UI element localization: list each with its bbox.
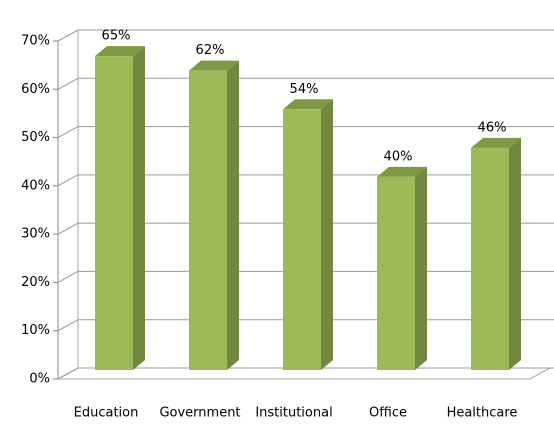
bar-top bbox=[471, 137, 521, 148]
x-tick-label: Education bbox=[74, 406, 139, 421]
bar-side bbox=[509, 137, 521, 370]
bar bbox=[189, 70, 227, 370]
grid-line bbox=[57, 29, 554, 42]
bar bbox=[95, 56, 133, 371]
x-tick-label: Institutional bbox=[255, 406, 332, 421]
bar bbox=[377, 176, 415, 370]
y-tick-label: 10% bbox=[21, 323, 50, 338]
x-tick-label: Office bbox=[369, 406, 407, 421]
bar-side bbox=[321, 99, 333, 370]
bar-top bbox=[95, 46, 145, 57]
y-tick-label: 50% bbox=[21, 130, 50, 145]
value-label: 46% bbox=[478, 120, 507, 135]
grid-line bbox=[57, 126, 554, 139]
y-tick-label: 60% bbox=[21, 82, 50, 97]
y-tick-label: 30% bbox=[21, 227, 50, 242]
bar-top bbox=[377, 166, 427, 177]
x-tick-label: Government bbox=[159, 406, 240, 421]
bar bbox=[283, 109, 321, 370]
y-tick-label: 40% bbox=[21, 178, 50, 193]
value-label: 54% bbox=[290, 82, 319, 97]
x-tick-label: Healthcare bbox=[447, 406, 518, 421]
y-tick-label: 0% bbox=[29, 372, 50, 387]
value-label: 65% bbox=[102, 29, 131, 44]
grid-line bbox=[57, 77, 554, 90]
bar-top bbox=[189, 60, 239, 71]
bar-side bbox=[227, 60, 239, 370]
bar-side bbox=[133, 46, 145, 371]
bar-side bbox=[415, 166, 427, 370]
y-tick-label: 20% bbox=[21, 275, 50, 290]
value-label: 40% bbox=[384, 149, 413, 164]
y-tick-label: 70% bbox=[21, 34, 50, 49]
bar-top bbox=[283, 99, 333, 110]
bar bbox=[471, 147, 509, 370]
value-label: 62% bbox=[196, 43, 225, 58]
